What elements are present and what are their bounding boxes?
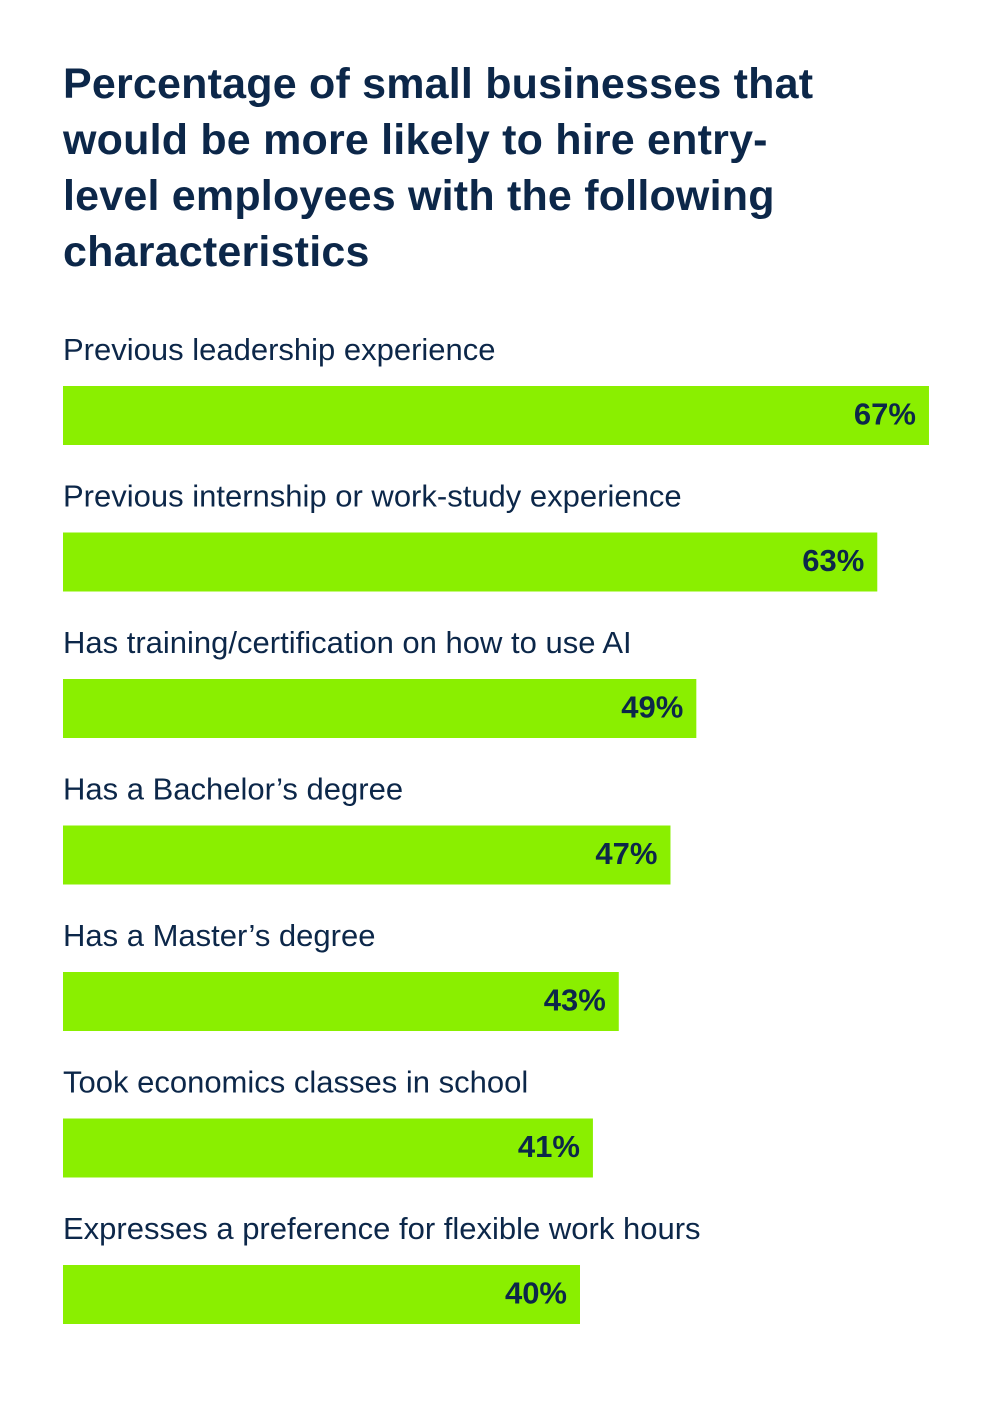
bar <box>63 386 929 445</box>
bar <box>63 532 878 592</box>
category-label: Expresses a preference for flexible work… <box>63 1211 701 1246</box>
category-label: Has training/certification on how to use… <box>63 625 632 660</box>
bar <box>63 1118 593 1178</box>
category-label: Previous internship or work-study experi… <box>63 479 682 514</box>
category-label: Has a Master’s degree <box>63 918 375 953</box>
value-label: 40% <box>505 1276 567 1311</box>
value-label: 49% <box>621 690 683 725</box>
category-label: Has a Bachelor’s degree <box>63 772 403 807</box>
bar <box>63 1265 580 1324</box>
value-label: 67% <box>854 397 916 432</box>
category-label: Previous leadership experience <box>63 332 496 367</box>
chart-title: Percentage of small businesses that woul… <box>63 60 814 276</box>
category-label: Took economics classes in school <box>63 1065 528 1100</box>
bar <box>63 972 619 1031</box>
value-label: 47% <box>595 836 657 871</box>
value-label: 43% <box>544 983 606 1018</box>
bar <box>63 679 697 738</box>
value-label: 63% <box>802 543 864 578</box>
value-label: 41% <box>518 1129 580 1164</box>
bar <box>63 825 671 885</box>
